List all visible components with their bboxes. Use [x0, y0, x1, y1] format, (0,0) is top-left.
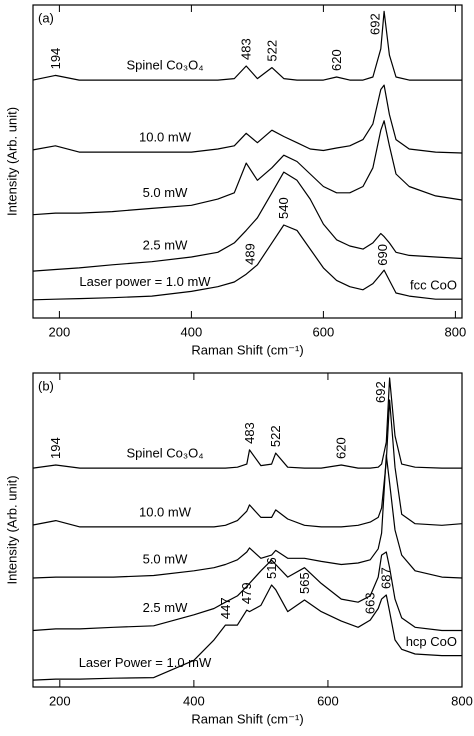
- peak-label: 516: [264, 557, 279, 579]
- x-tick-label: 800: [451, 693, 473, 708]
- peak-label: 194: [48, 437, 63, 459]
- series-label: Spinel Co₃O₄: [126, 58, 203, 73]
- spectrum: [32, 171, 463, 272]
- plot-frame: [32, 372, 463, 688]
- peak-label: 540: [276, 197, 291, 219]
- plot: [32, 377, 463, 681]
- peak-label: 565: [297, 572, 312, 594]
- series-label: Laser Power = 1.0 mW: [79, 655, 212, 670]
- spectrum: [32, 120, 463, 216]
- x-tick-label: 400: [181, 324, 203, 339]
- spectrum: [32, 551, 462, 632]
- peak-label: 447: [218, 597, 233, 619]
- peak-label: 620: [334, 437, 349, 459]
- x-tick-label: 600: [317, 693, 339, 708]
- series-label: Laser power = 1.0 mW: [79, 274, 211, 289]
- series-label: 2.5 mW: [143, 238, 189, 253]
- peak-label: 194: [48, 48, 63, 70]
- series-label: 5.0 mW: [143, 185, 189, 200]
- x-tick-label: 600: [313, 324, 335, 339]
- peak-label: 489: [243, 243, 258, 265]
- peak-label: 483: [239, 38, 254, 60]
- plot-frame: [32, 4, 463, 319]
- phase-note: hcp CoO: [406, 634, 457, 649]
- x-axis-title: Raman Shift (cm⁻¹): [191, 711, 303, 726]
- phase-note: fcc CoO: [410, 278, 457, 293]
- peak-label: 620: [329, 49, 344, 71]
- panel-label: (b): [38, 378, 54, 393]
- spectrum: [32, 399, 463, 528]
- series-label: 5.0 mW: [143, 552, 189, 567]
- spectrum: [32, 584, 462, 681]
- spectrum: [32, 10, 462, 81]
- y-axis-title: Intensity (Arb. unit): [4, 475, 19, 584]
- x-tick-label: 400: [183, 693, 205, 708]
- peak-label: 687: [379, 567, 394, 589]
- spectrum: [32, 377, 462, 469]
- series-label: 10.0 mW: [139, 504, 192, 519]
- y-axis-title: Intensity (Arb. unit): [4, 107, 19, 216]
- series-label: 10.0 mW: [139, 130, 192, 145]
- x-tick-label: 200: [49, 693, 71, 708]
- peak-label: 692: [368, 13, 383, 35]
- peak-label: 522: [264, 40, 279, 62]
- x-tick-label: 200: [49, 324, 71, 339]
- spectrum: [32, 454, 463, 579]
- peak-label: 479: [239, 582, 254, 604]
- x-axis-title: Raman Shift (cm⁻¹): [191, 342, 303, 357]
- series-label: 2.5 mW: [143, 600, 189, 615]
- panel-label: (a): [38, 10, 54, 25]
- spectrum: [32, 224, 462, 301]
- peak-label: 522: [268, 425, 283, 447]
- peak-label: 483: [242, 422, 257, 444]
- x-tick-label: 800: [445, 324, 467, 339]
- peak-label: 663: [363, 592, 378, 614]
- peak-label: 690: [375, 244, 390, 266]
- peak-label: 692: [373, 381, 388, 403]
- spectrum: [32, 84, 463, 154]
- plot: [32, 10, 463, 301]
- series-label: Spinel Co₃O₄: [126, 446, 203, 461]
